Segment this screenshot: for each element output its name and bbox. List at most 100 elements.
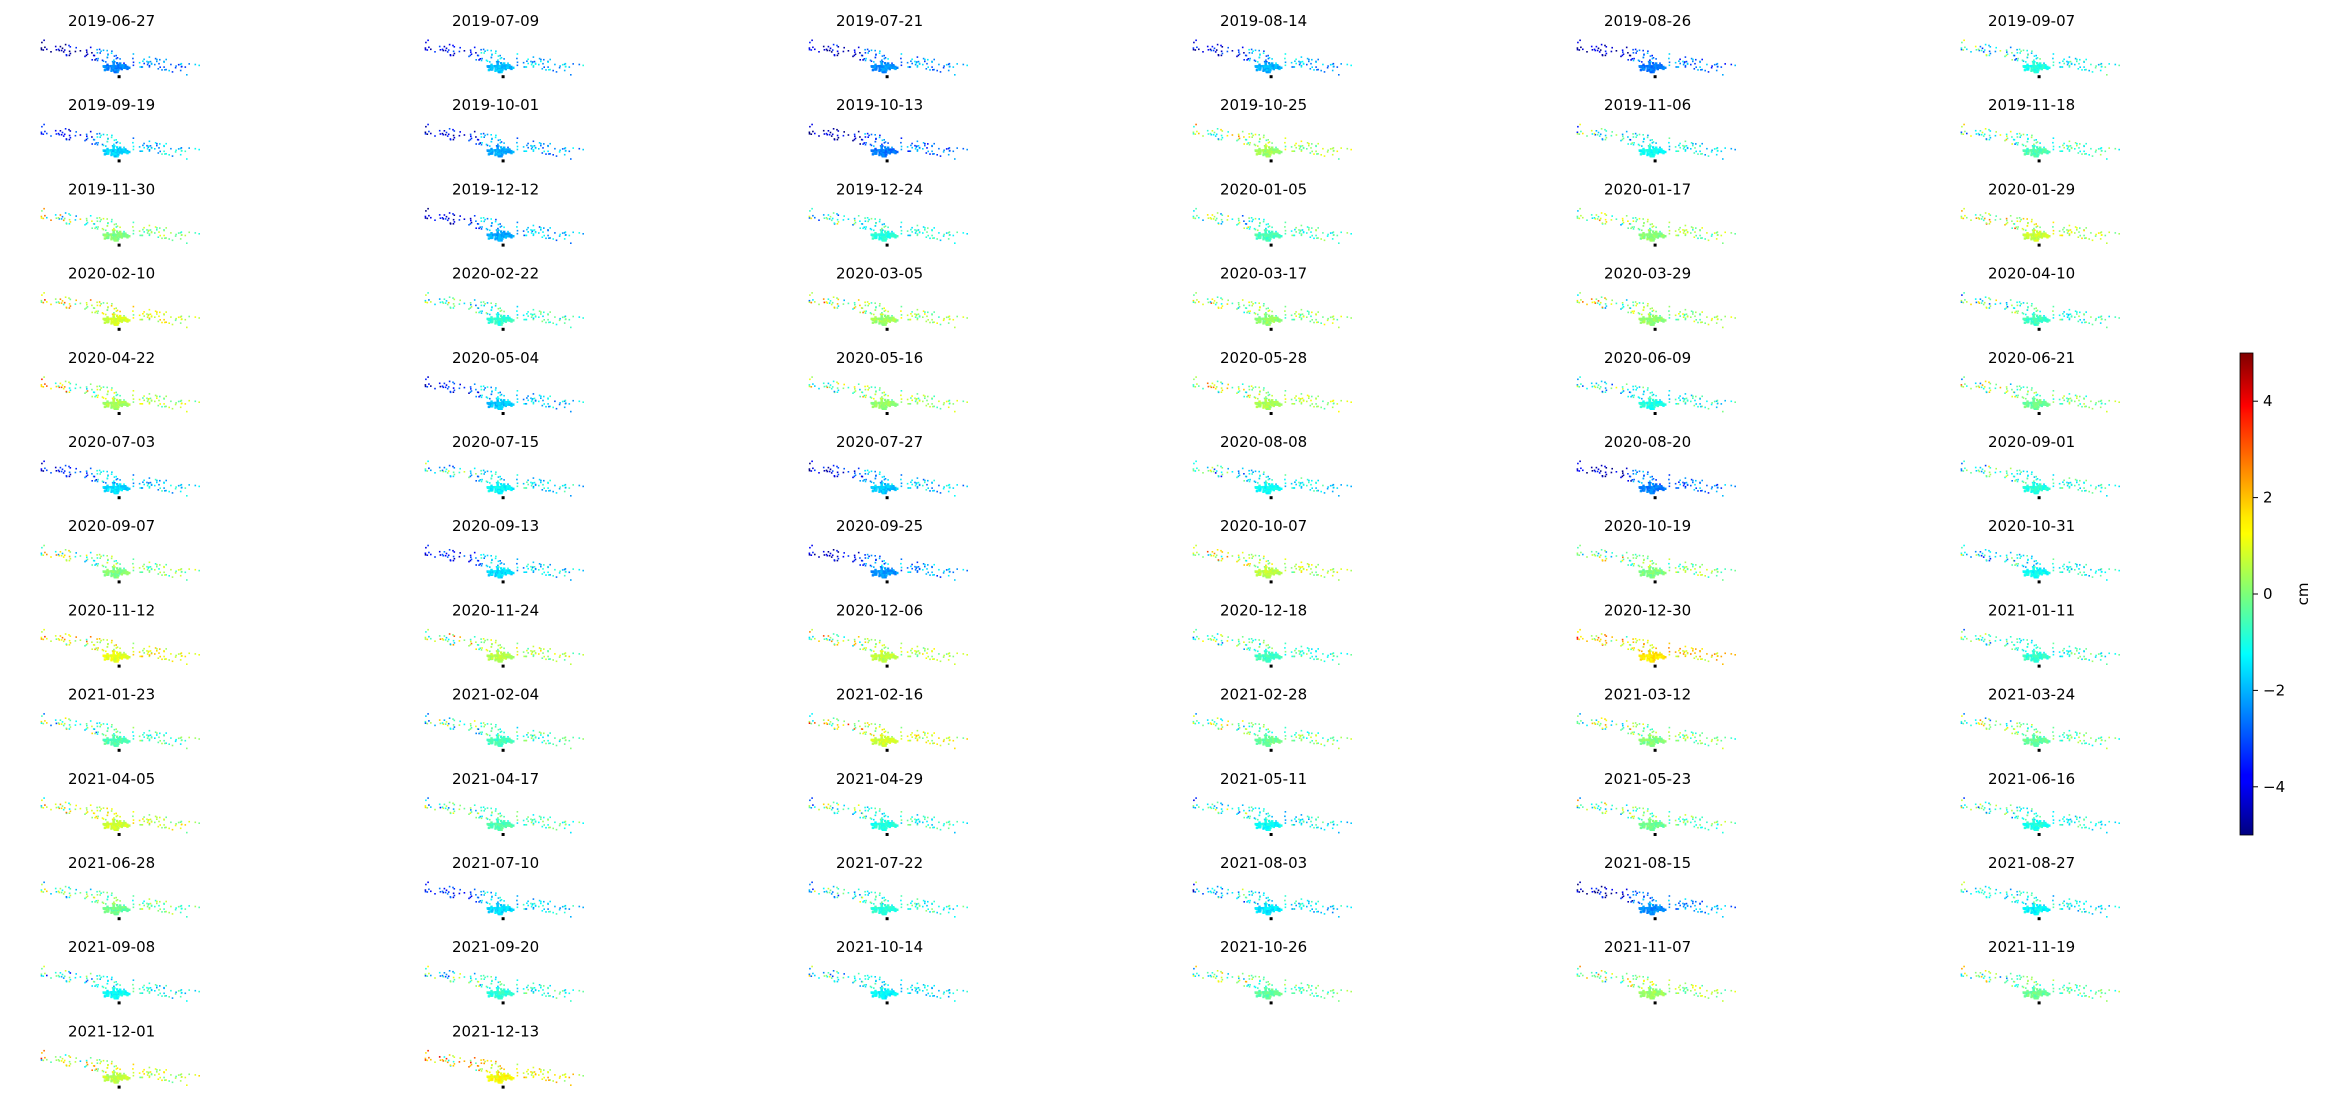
point [106, 56, 109, 59]
point [866, 217, 869, 219]
point [825, 48, 828, 51]
point [1659, 230, 1661, 233]
panel-title: 2019-06-27 [68, 12, 155, 30]
point [107, 67, 110, 71]
point [570, 410, 572, 413]
point [1258, 302, 1260, 304]
point [564, 150, 567, 152]
point [818, 51, 820, 53]
point [1668, 145, 1671, 148]
point [525, 234, 527, 237]
point [1295, 62, 1297, 65]
point [1651, 310, 1654, 312]
point [490, 393, 493, 396]
point [89, 215, 92, 217]
point [75, 383, 77, 386]
point [490, 49, 492, 52]
point [2067, 62, 2070, 64]
point [1255, 233, 1258, 237]
point [426, 49, 429, 51]
panel-title: 2019-12-12 [452, 180, 539, 198]
point [441, 48, 444, 51]
point [1656, 232, 1659, 235]
point [857, 299, 860, 301]
point [1962, 49, 1965, 51]
point [1677, 150, 1679, 152]
point [170, 147, 172, 150]
point [1338, 158, 1340, 160]
point [2066, 60, 2068, 63]
point [61, 215, 64, 218]
point [122, 66, 125, 69]
point [1209, 217, 1212, 219]
point [1643, 222, 1645, 225]
point [1290, 146, 1293, 148]
point [1350, 64, 1352, 67]
point [2030, 319, 2033, 322]
point [873, 61, 875, 63]
point [1268, 234, 1271, 237]
point [1284, 314, 1287, 316]
point [1275, 230, 1277, 233]
point [1599, 301, 1602, 304]
point [2011, 136, 2013, 138]
point [1627, 311, 1629, 314]
point [487, 233, 490, 237]
point [2033, 223, 2036, 226]
point [1310, 62, 1312, 65]
point [482, 48, 485, 51]
point [1985, 222, 1988, 224]
point [564, 231, 567, 233]
point [2045, 235, 2048, 238]
point [1311, 234, 1313, 237]
point [870, 49, 873, 52]
point [69, 221, 72, 223]
point [128, 150, 131, 154]
point [477, 54, 480, 57]
point [148, 398, 150, 400]
point [120, 403, 123, 406]
point [924, 227, 926, 229]
point [836, 213, 838, 215]
point [1315, 229, 1317, 232]
point [1627, 143, 1629, 145]
point [547, 150, 549, 153]
point [424, 385, 427, 388]
point [1582, 216, 1584, 219]
point [504, 320, 507, 323]
point [1713, 232, 1716, 234]
point [1661, 150, 1664, 154]
point [1694, 147, 1696, 149]
point [1247, 58, 1250, 60]
point [853, 223, 856, 225]
point [854, 306, 857, 308]
point [828, 133, 831, 136]
point [1241, 46, 1244, 49]
point [878, 319, 881, 322]
point [94, 59, 96, 61]
point [114, 155, 117, 158]
point [948, 234, 951, 236]
reference-point [501, 159, 505, 163]
reference-point [117, 327, 121, 331]
point [1677, 318, 1679, 321]
point [2034, 229, 2036, 231]
point [2034, 149, 2037, 153]
point [85, 54, 88, 57]
point [506, 150, 509, 154]
point [1301, 60, 1304, 63]
point [1257, 150, 1261, 153]
point [563, 69, 566, 72]
point [58, 302, 61, 304]
point [547, 234, 549, 237]
point [491, 320, 494, 323]
point [1226, 134, 1229, 137]
point [122, 403, 125, 406]
point [559, 317, 561, 320]
point [1274, 319, 1277, 322]
point [880, 229, 882, 231]
point [2076, 144, 2078, 147]
point [1699, 313, 1701, 316]
point [814, 301, 816, 303]
point [879, 218, 881, 221]
